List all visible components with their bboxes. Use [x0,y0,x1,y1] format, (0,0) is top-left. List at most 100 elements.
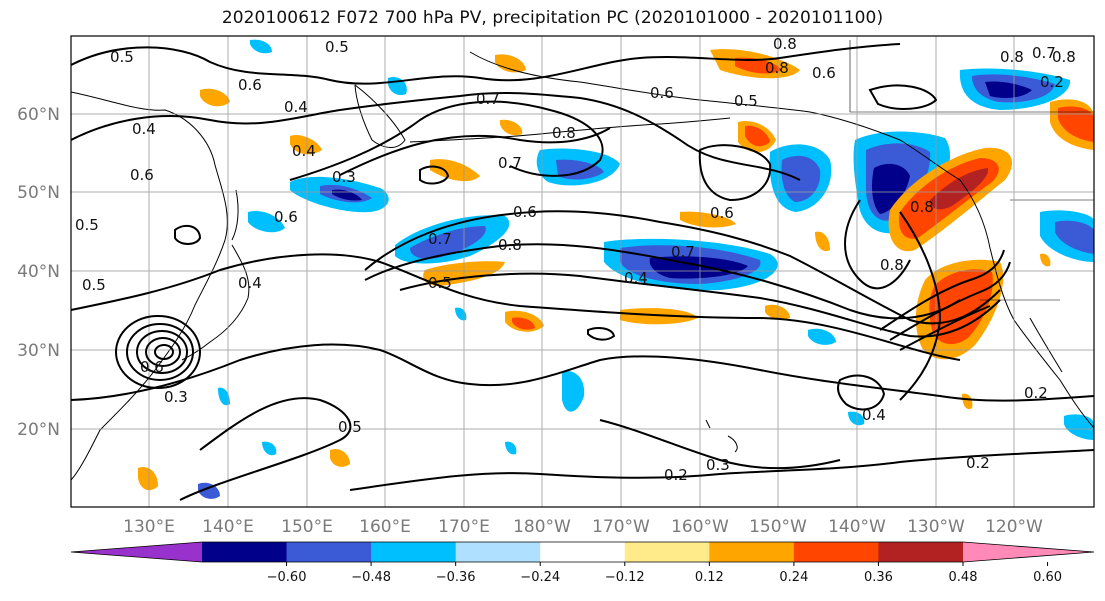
contour-label: 0.5 [734,92,758,110]
coastline-sakhalin [231,189,239,241]
lat-label: 60°N [17,105,60,125]
pv-contour-line [364,210,1001,325]
contour-label: 0.6 [274,208,298,226]
precip-blob [512,317,535,330]
lon-label: 120°W [985,517,1043,537]
contour-label: 0.2 [1024,384,1048,402]
colorbar-tick-label: −0.48 [351,570,391,585]
pv-contour-line [71,343,1094,402]
precip-blob [1058,106,1094,142]
coastline-borders [849,40,1094,301]
colorbar-tick-label: 0.48 [949,570,978,585]
colorbar-tick-label: 0.12 [695,570,724,585]
colorbar: −0.60 −0.48 −0.36 −0.24 −0.12 0.12 0.24 0.36 0.4… [70,541,1095,585]
pv-coastal-contours [879,249,1011,351]
gridlines [71,36,1094,507]
contour-label: 0.4 [132,120,156,138]
precip-blob [962,393,973,410]
lon-axis-labels: 130°E 140°E 150°E 160°E 170°E 180°W 170°… [123,517,1043,537]
contour-label: 0.8 [1000,48,1024,66]
contour-label: 0.6 [130,166,154,184]
precip-blob [138,466,158,491]
pv-contour-line [419,165,450,185]
coastline-alaska [469,51,961,181]
colorbar-tick-label: −0.12 [605,570,645,585]
contour-label: 0.8 [773,35,797,53]
lon-label: 170°W [592,517,650,537]
lon-label: 140°W [828,517,886,537]
pv-contour-line [289,100,604,181]
contour-label: 0.4 [862,406,886,424]
contour-label: 0.5 [428,274,452,292]
precip-shading [138,39,1094,499]
colorbar-segment [624,542,710,562]
coastline-baja [1029,317,1063,373]
contour-label: 0.6 [140,358,164,376]
lat-label: 40°N [17,262,60,282]
precip-blob [505,441,517,455]
contour-label: 0.3 [706,456,730,474]
contour-label: 0.8 [880,256,904,274]
colorbar-segment [709,542,795,562]
pv-contour-line [339,127,611,176]
colorbar-segment [286,542,372,562]
precip-blob [1040,253,1051,267]
precip-blob [808,328,836,345]
contour-label: 0.3 [164,388,188,406]
pv-contour-line [349,449,1094,491]
precip-blob [330,448,350,467]
lon-label: 130°E [123,517,175,537]
contour-label: 0.4 [238,274,262,292]
colorbar-segment [540,542,626,562]
pv-low-center [115,315,201,389]
pv-contour-line [71,91,801,181]
pv-contour-line [71,43,901,85]
pv-contour-line [71,253,961,361]
contour-label: 0.8 [765,59,789,77]
precip-blob [680,211,736,228]
precip-blob [848,411,865,426]
precip-blob [985,81,1032,98]
precip-blob [735,57,782,74]
lon-label: 150°W [749,517,807,537]
contour-label: 0.7 [428,230,452,248]
coastline-kamchatka [354,84,406,148]
pv-contour-line [868,84,938,110]
precip-blob [200,88,230,107]
contour-label: 0.3 [332,168,356,186]
pv-contour-line [837,374,886,411]
colorbar-tick-label: 0.36 [864,570,893,585]
contour-label: 0.2 [1040,73,1064,91]
map-title: 2020100612 F072 700 hPa PV, precipitatio… [221,8,884,28]
lat-label: 30°N [17,341,60,361]
precip-blob [929,269,993,345]
contour-label: 0.6 [238,76,262,94]
colorbar-outline [70,541,1095,563]
precip-blob [815,231,830,252]
precip-blob [872,163,910,214]
contour-labels: 0.5 0.5 0.6 0.4 0.4 0.6 0.4 0.3 0.6 0.7 … [75,35,1076,484]
colorbar-segment [455,542,541,562]
contour-label: 0.6 [650,84,674,102]
precip-blob [930,168,989,210]
colorbar-tick-label: 0.60 [1033,570,1062,585]
colorbar-tick-label: −0.60 [267,570,307,585]
precip-blob [1064,414,1094,440]
colorbar-segment [793,542,879,562]
contour-label: 0.7 [476,90,500,108]
contour-label: 0.7 [1032,44,1056,62]
precip-blob [1055,220,1094,254]
pv-contour-line [364,243,961,320]
contour-label: 0.5 [75,216,99,234]
contour-label: 0.5 [338,418,362,436]
colorbar-segment [371,542,457,562]
precip-blob [250,39,272,54]
precip-blob [500,119,523,136]
lon-label: 160°E [359,517,411,537]
contour-label: 0.6 [513,203,537,221]
coastline-japan [181,244,250,361]
lat-label: 20°N [17,420,60,440]
pv-contour-line [899,211,942,401]
pv-contours [71,43,1094,501]
